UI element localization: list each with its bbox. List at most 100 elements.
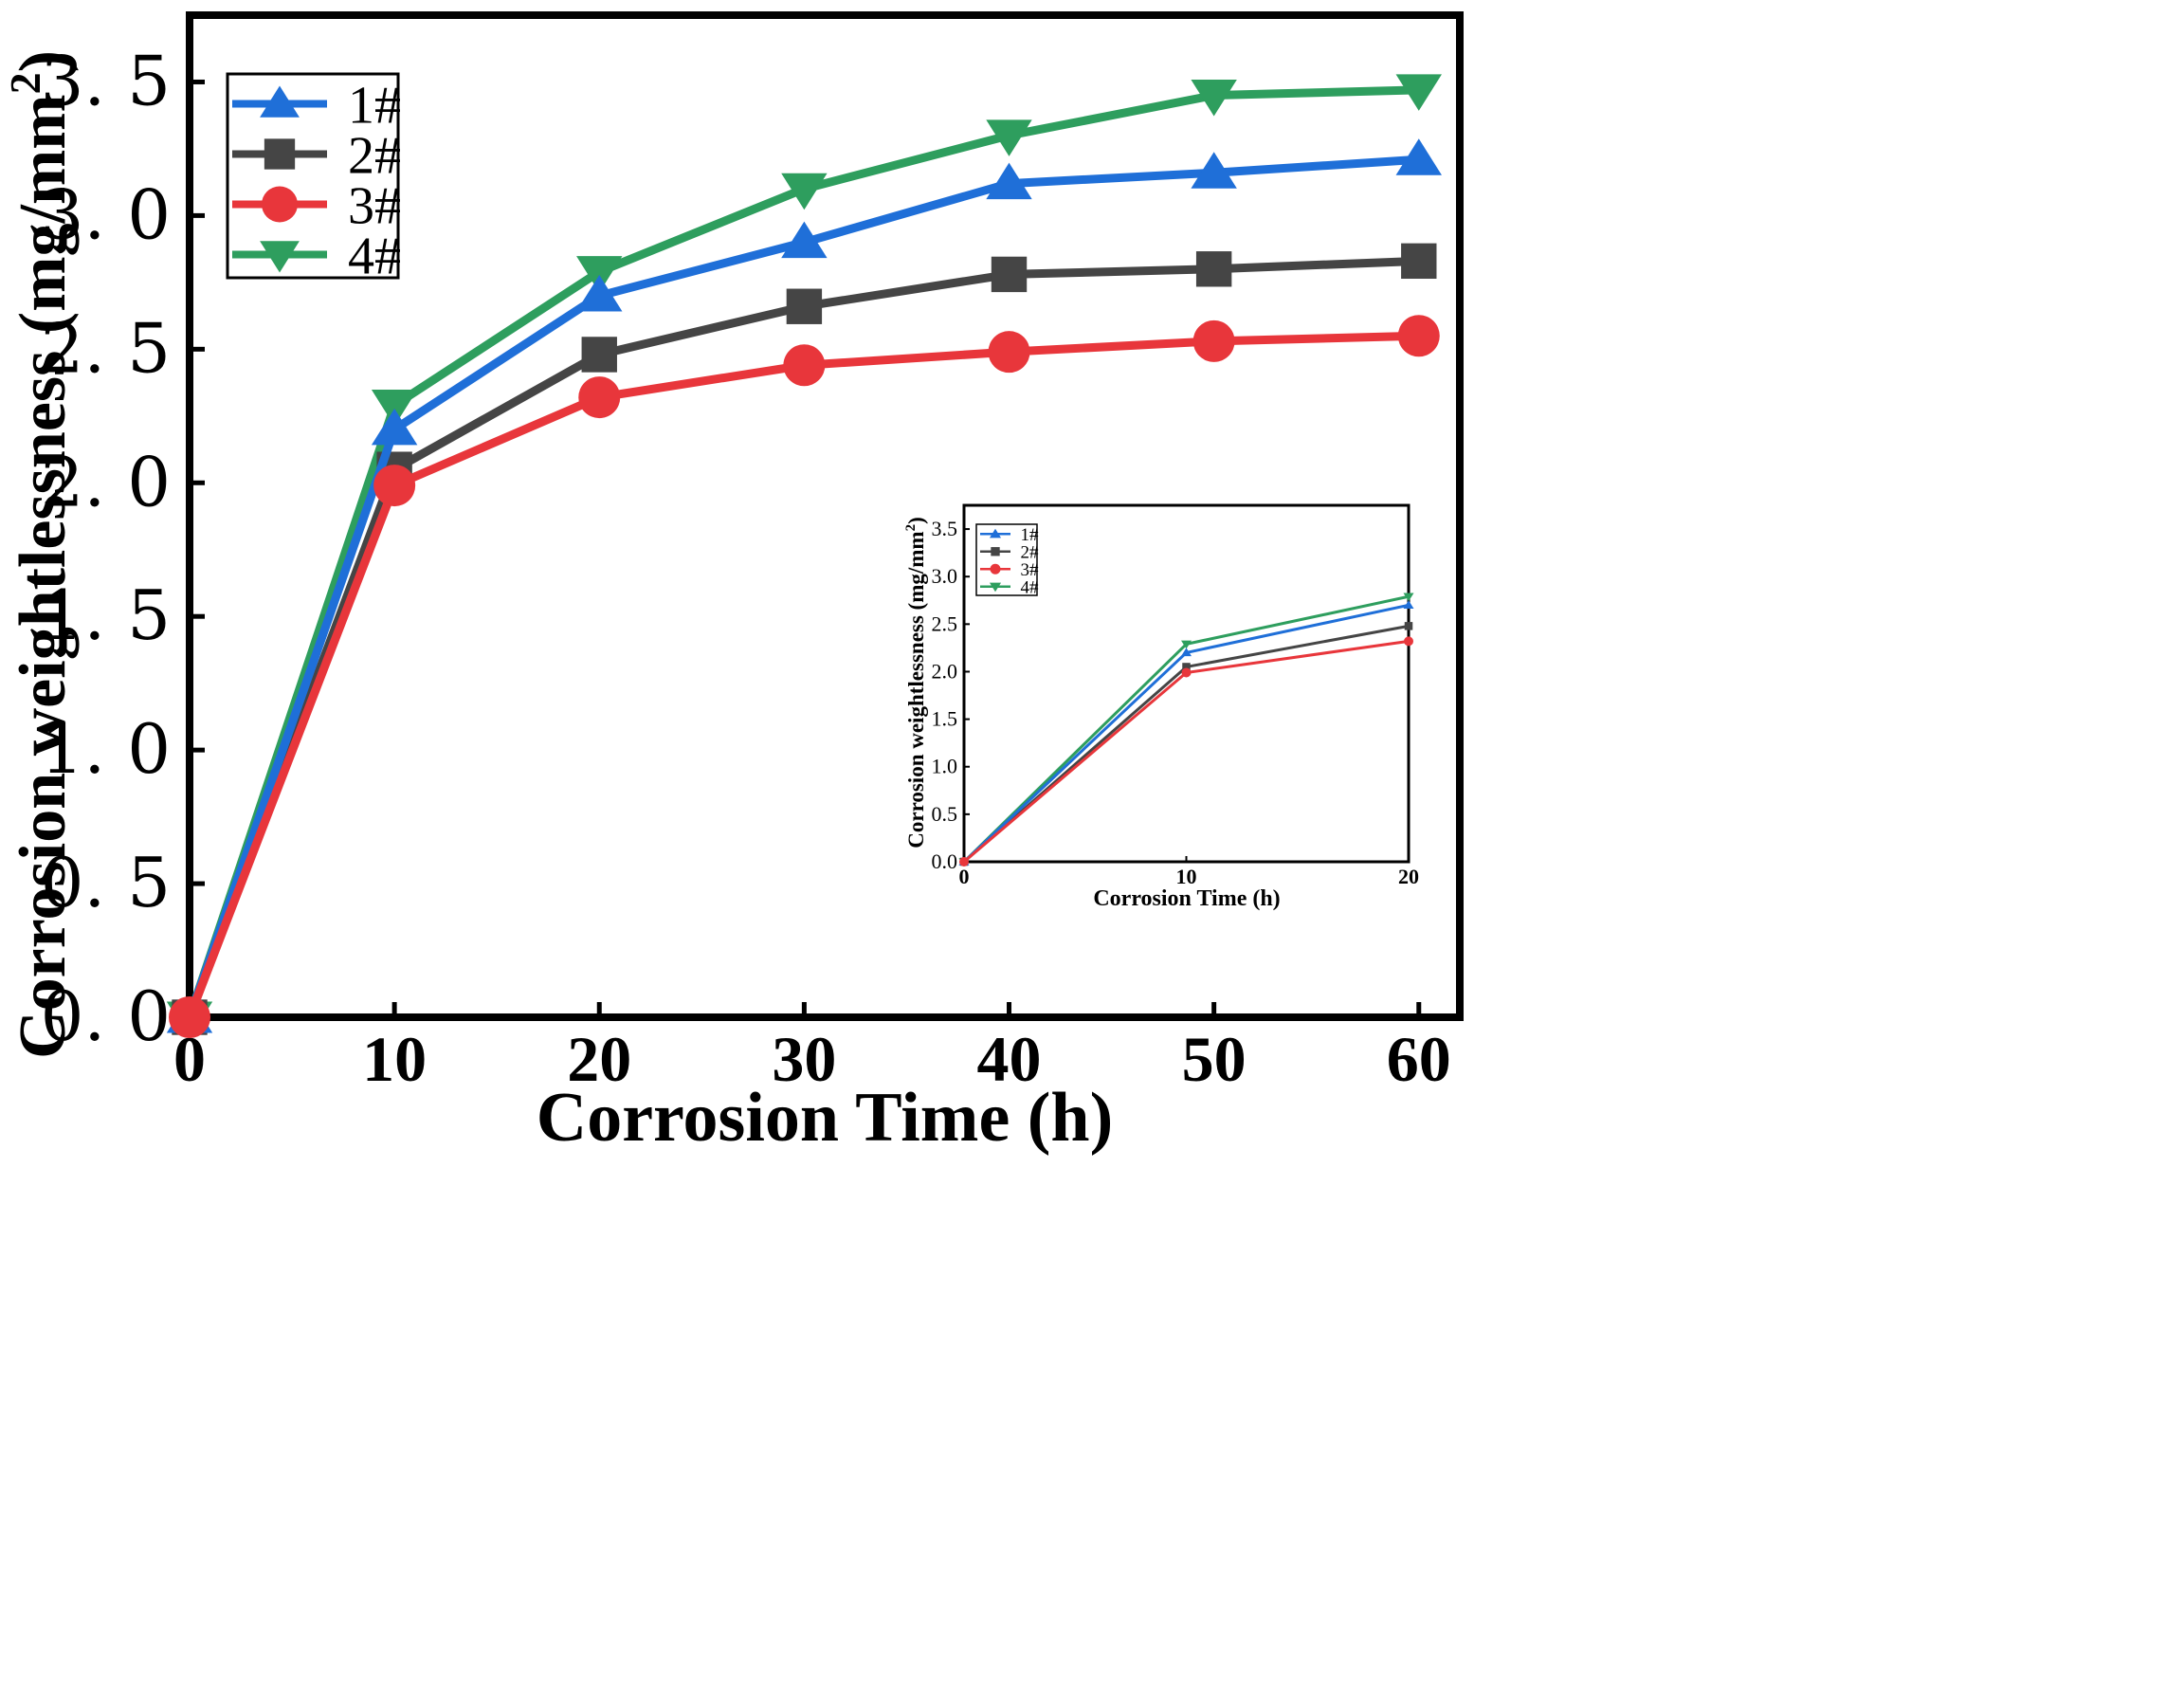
main-x-tick-label: 50 [1182, 1023, 1247, 1095]
inset-x-tick-label: 0 [959, 865, 970, 888]
main-y-axis-title-text: Corrosion weightlessness (mg/mm [7, 94, 80, 1059]
inset-series-2-line [962, 624, 1410, 864]
inset-series-4-point [1181, 640, 1192, 649]
inset-legend-item-4-label: 4# [1021, 578, 1040, 598]
main-legend: 1#2#3#4# [226, 72, 401, 286]
main-series-4-point [781, 173, 828, 210]
main-series-2-point [581, 337, 617, 373]
inset-legend-item-3-label: 3# [1021, 560, 1040, 580]
main-series-4 [166, 74, 1442, 1038]
main-legend-item-2-label: 2# [348, 127, 401, 186]
main-legend-item-4: 4# [232, 228, 401, 286]
main-series-2-point [1195, 251, 1232, 287]
main-y-axis-title: Corrosion weightlessness (mg/mm2) [1, 50, 80, 1059]
main-legend-item-2: 2# [232, 127, 401, 186]
inset-y-axis-title-close: ) [904, 517, 928, 524]
inset-x-axis-title: Corrosion Time (h) [1093, 886, 1280, 911]
main-series-1-point [781, 221, 828, 259]
main-series-1-point [986, 162, 1032, 200]
main-y-axis-title-close: ) [7, 50, 80, 72]
main-legend-item-3: 3# [232, 177, 401, 236]
main-y-tick-label: 1. 0 [41, 709, 171, 789]
inset-x-tick-label: 10 [1176, 865, 1197, 888]
inset-series-3-point [1404, 636, 1413, 647]
inset-chart: 0.0 0.5 1.0 1.5 2.0 2.5 3.0 3.5 0 10 20 1#2#3#4# Cor… [903, 503, 1419, 911]
main-series-2-point [1401, 243, 1437, 280]
main-series-1-point [371, 408, 418, 446]
main-legend-box [226, 72, 400, 280]
inset-legend-box [975, 523, 1038, 596]
inset-y-tick-label: 1.5 [932, 707, 958, 731]
main-plot-frame [186, 11, 1464, 1021]
main-x-tick-label: 30 [772, 1023, 836, 1095]
inset-y-tick-label: 2.0 [932, 659, 958, 683]
main-series-3-point [1192, 319, 1235, 362]
main-x-axis-title: Corrosion Time (h) [537, 1079, 1113, 1157]
main-y-tick-label: 3. 5 [41, 41, 171, 120]
inset-series-2 [959, 622, 1413, 867]
main-y-tick-label: 0. 0 [41, 976, 171, 1056]
inset-series-4-line [962, 594, 1410, 864]
main-legend-item-4-label: 4# [348, 228, 401, 286]
inset-legend-item-1-marker [989, 528, 1002, 538]
inset-series-4 [958, 593, 1414, 867]
inset-legend-item-3-marker [990, 563, 1001, 575]
inset-legend-item-3: 3# [980, 560, 1039, 580]
main-legend-item-1: 1# [232, 77, 401, 136]
main-series-4-point [986, 119, 1032, 156]
main-legend-item-1-marker [260, 85, 300, 118]
main-series-4-point [1191, 80, 1237, 117]
inset-series-3-point [959, 857, 969, 867]
inset-series-3 [959, 636, 1413, 867]
main-series-3-point [988, 331, 1030, 374]
inset-legend-item-1-label: 1# [1021, 525, 1040, 545]
inset-y-tick-label: 3.5 [932, 517, 958, 540]
main-series-1-point [1191, 152, 1237, 189]
main-y-tick-label: 2. 5 [41, 308, 171, 388]
inset-y-tick-label: 2.5 [932, 611, 958, 635]
main-series-3-point [169, 996, 210, 1038]
main-chart: 0. 0 0. 5 1. 0 1. 5 2. 0 2. 5 3. 0 3. 5 0 10 20 30 4… [1, 11, 1464, 1157]
main-series-1-point [1395, 138, 1442, 175]
inset-y-tick-label: 3.0 [932, 564, 958, 588]
main-series-3-point [1397, 315, 1440, 357]
inset-y-tick-label: 1.0 [932, 755, 958, 778]
inset-y-tick-label: 0.5 [932, 802, 958, 826]
main-series-4-point [576, 256, 623, 293]
main-legend-item-1-label: 1# [348, 77, 401, 136]
inset-legend-item-2-marker [991, 547, 1000, 557]
main-legend-item-3-marker [262, 186, 298, 223]
main-legend-item-3-label: 3# [348, 177, 401, 236]
main-series-4-point [1395, 74, 1442, 111]
inset-legend-item-4-marker [989, 582, 1002, 593]
main-series-4-point [371, 390, 418, 427]
inset-series-1 [958, 600, 1414, 866]
main-series-3-point [783, 344, 826, 387]
main-x-tick-label: 20 [567, 1023, 631, 1095]
main-x-tick-label: 60 [1387, 1023, 1451, 1095]
inset-series-2-point [1182, 663, 1191, 671]
inset-series-1-point [1181, 648, 1192, 657]
main-series-3-line [185, 331, 1424, 1022]
main-series-2-point [786, 288, 823, 324]
main-y-tick-label: 0. 5 [41, 843, 171, 922]
inset-y-axis-title-text: Corrosion weightlessness (mg/mm [904, 531, 928, 848]
main-y-tick-label: 1. 5 [41, 575, 171, 655]
inset-legend-item-2: 2# [980, 543, 1039, 563]
main-legend-item-4-marker [260, 241, 300, 273]
main-x-tick-label: 40 [977, 1023, 1042, 1095]
main-x-tick-label: 10 [362, 1023, 427, 1095]
main-y-axis-title-superscript: 2 [1, 72, 49, 94]
main-y-tick-label: 2. 0 [41, 442, 171, 521]
inset-legend-item-4: 4# [980, 578, 1039, 598]
inset-legend: 1#2#3#4# [975, 523, 1040, 598]
inset-y-axis-title: Corrosion weightlessness (mg/mm2) [903, 517, 928, 848]
main-y-tick-label: 3. 0 [41, 174, 171, 254]
inset-x-tick-label: 20 [1398, 865, 1419, 888]
main-series-3-point [373, 465, 416, 507]
main-legend-item-2-marker [264, 138, 296, 170]
main-series-1-point [576, 274, 623, 312]
main-series-3-point [578, 376, 621, 419]
inset-y-tick-label: 0.0 [932, 849, 958, 873]
